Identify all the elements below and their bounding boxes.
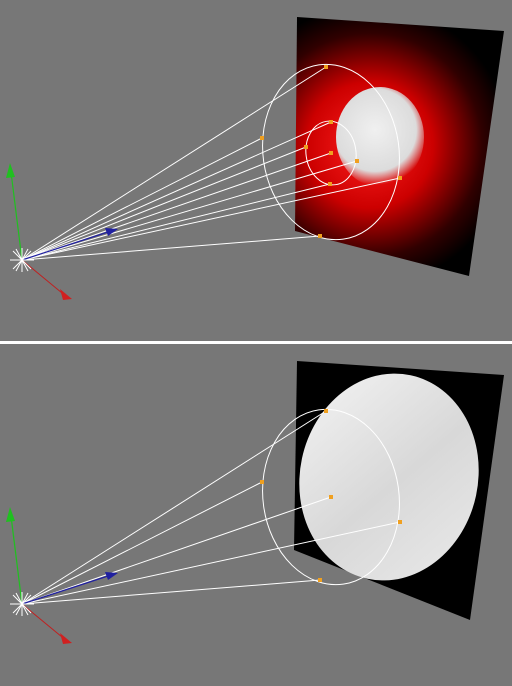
bottom-view: [6, 361, 504, 644]
light-disc: [299, 373, 479, 581]
separator: [0, 341, 512, 344]
spotlight-wireframe: [21, 408, 401, 605]
axis-gizmo: [6, 163, 118, 300]
handles: [260, 65, 402, 238]
handles: [260, 409, 402, 582]
top-view: [6, 17, 504, 300]
axis-gizmo: [6, 507, 118, 644]
hotspot: [336, 87, 424, 187]
spotlight-wireframe: [21, 63, 401, 261]
